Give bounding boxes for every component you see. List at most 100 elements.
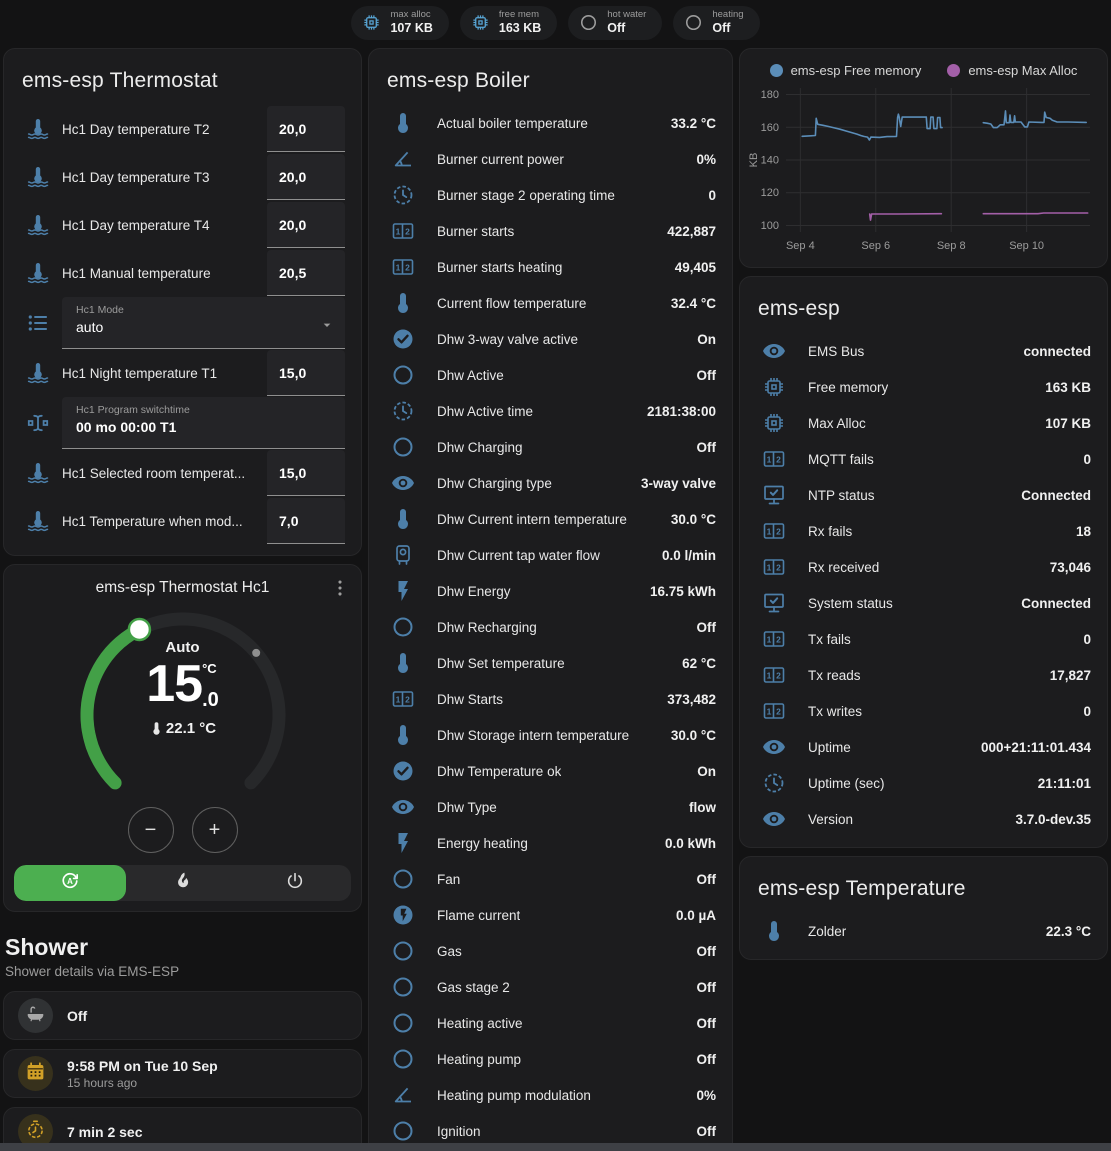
entity-row[interactable]: Dhw Temperature ok On	[385, 753, 716, 789]
svg-text:1: 1	[396, 227, 401, 237]
entity-row[interactable]: Actual boiler temperature 33.2 °C	[385, 105, 716, 141]
entity-row[interactable]: 1 2 Burner starts 422,887	[385, 213, 716, 249]
entity-row[interactable]: Dhw Charging type 3-way valve	[385, 465, 716, 501]
angle-icon	[391, 1083, 415, 1107]
hvac-mode-heat-button[interactable]	[126, 865, 238, 901]
entity-row[interactable]: Max Alloc 107 KB	[756, 405, 1091, 441]
hvac-mode-auto-button[interactable]: A	[14, 865, 127, 901]
icon-badge	[18, 998, 53, 1033]
entity-row[interactable]: Uptime 000+21:11:01.434	[756, 729, 1091, 765]
number-input[interactable]: 15,0	[267, 450, 346, 496]
entity-label: Fan	[437, 871, 461, 887]
svg-text:A: A	[67, 877, 73, 886]
entity-row[interactable]: 1 2 Burner starts heating 49,405	[385, 249, 716, 285]
entity-row[interactable]: Gas Off	[385, 933, 716, 969]
entity-label: Dhw Starts	[437, 691, 504, 707]
entity-label: Zolder	[808, 923, 847, 939]
entity-row[interactable]: Dhw Storage intern temperature 30.0 °C	[385, 717, 716, 753]
entity-label: Burner starts heating	[437, 259, 563, 275]
entity-row[interactable]: Dhw Energy 16.75 kWh	[385, 573, 716, 609]
entity-row[interactable]: 1 2 Tx writes 0	[756, 693, 1091, 729]
svg-text:2: 2	[776, 527, 781, 537]
number-input[interactable]: 20,5	[267, 250, 346, 296]
card-title: ems-esp	[758, 297, 840, 320]
entity-row[interactable]: Dhw Set temperature 62 °C	[385, 645, 716, 681]
entity-row[interactable]: Current flow temperature 32.4 °C	[385, 285, 716, 321]
shower-info-card[interactable]: 9:58 PM on Tue 10 Sep 15 hours ago	[3, 1049, 363, 1098]
hvac-mode-selector: A	[14, 865, 352, 901]
entity-value: Off	[696, 979, 717, 995]
svg-text:Sep 10: Sep 10	[1009, 240, 1044, 252]
entity-row[interactable]: Burner stage 2 operating time 0	[385, 177, 716, 213]
chip-icon	[471, 13, 490, 32]
shower-card-primary: 9:58 PM on Tue 10 Sep	[67, 1057, 218, 1074]
entity-row[interactable]: Dhw 3-way valve active On	[385, 321, 716, 357]
number-input[interactable]: 20,0	[267, 106, 346, 152]
entity-row[interactable]: Ignition Off	[385, 1113, 716, 1149]
number-input[interactable]: 20,0	[267, 154, 346, 200]
entity-row[interactable]: NTP status Connected	[756, 477, 1091, 513]
entity-row[interactable]: Uptime (sec) 21:11:01	[756, 765, 1091, 801]
entity-row[interactable]: Burner current power 0%	[385, 141, 716, 177]
entity-value: Connected	[1021, 595, 1091, 611]
entity-row[interactable]: 1 2 Tx reads 17,827	[756, 657, 1091, 693]
status-pill-max-alloc[interactable]: max alloc 107 KB	[351, 6, 449, 40]
entity-value: Off	[696, 1051, 717, 1067]
hvac-mode-off-button[interactable]	[239, 865, 351, 901]
entity-row[interactable]: Dhw Current intern temperature 30.0 °C	[385, 501, 716, 537]
entity-row[interactable]: 1 2 Rx fails 18	[756, 513, 1091, 549]
entity-row[interactable]: Dhw Charging Off	[385, 429, 716, 465]
entity-row[interactable]: Dhw Recharging Off	[385, 609, 716, 645]
entity-value: 21:11:01	[1037, 775, 1091, 791]
entity-row[interactable]: 1 2 MQTT fails 0	[756, 441, 1091, 477]
temperature-decrease-button[interactable]: −	[127, 807, 174, 853]
entity-row[interactable]: Dhw Active time 2181:38:00	[385, 393, 716, 429]
status-pill-free-mem[interactable]: free mem 163 KB	[459, 6, 558, 40]
entity-row[interactable]: Gas stage 2 Off	[385, 969, 716, 1005]
entity-row[interactable]: Dhw Current tap water flow 0.0 l/min	[385, 537, 716, 573]
entity-row[interactable]: Fan Off	[385, 861, 716, 897]
entity-row[interactable]: Heating active Off	[385, 1005, 716, 1041]
entity-value: 49,405	[674, 259, 717, 275]
memory-history-chart-card[interactable]: ems-esp Free memory ems-esp Max Alloc 100…	[739, 48, 1108, 268]
entity-value: 107 KB	[1045, 415, 1091, 431]
number-input[interactable]: 20,0	[267, 202, 346, 248]
more-options-icon[interactable]	[329, 577, 351, 599]
entity-row[interactable]: Zolder 22.3 °C	[756, 913, 1091, 949]
svg-text:2: 2	[776, 563, 781, 573]
status-pill-hot-water[interactable]: hot water Off	[568, 6, 663, 40]
select-field[interactable]: Hc1 Mode auto	[62, 297, 346, 349]
status-pill-heating[interactable]: heating Off	[673, 6, 760, 40]
entity-row[interactable]: Energy heating 0.0 kWh	[385, 825, 716, 861]
svg-text:1: 1	[396, 695, 401, 705]
entity-row[interactable]: Dhw Type flow	[385, 789, 716, 825]
entity-row[interactable]: 1 2 Rx received 73,046	[756, 549, 1091, 585]
entity-row[interactable]: Flame current 0.0 µA	[385, 897, 716, 933]
shower-info-card[interactable]: Off	[3, 991, 363, 1040]
number-input[interactable]: 7,0	[267, 498, 346, 544]
entity-row[interactable]: Heating pump Off	[385, 1041, 716, 1077]
entity-row[interactable]: Heating pump modulation 0%	[385, 1077, 716, 1113]
number-input[interactable]: 15,0	[267, 350, 346, 396]
entity-row[interactable]: 1 2 Dhw Starts 373,482	[385, 681, 716, 717]
status-pill-bar: max alloc 107 KB free mem 163 KB hot water Of…	[0, 0, 1111, 46]
horizontal-scrollbar[interactable]	[0, 1143, 1111, 1151]
entity-label: Burner starts	[437, 223, 515, 239]
thermometer-water-icon	[26, 165, 50, 189]
setting-row: Hc1 Selected room temperat... 15,0	[20, 449, 346, 497]
svg-text:100: 100	[761, 220, 779, 232]
thermostat-dial[interactable]	[65, 601, 301, 837]
entity-row[interactable]: Version 3.7.0-dev.35	[756, 801, 1091, 837]
entity-row[interactable]: EMS Bus connected	[756, 333, 1091, 369]
entity-row[interactable]: System status Connected	[756, 585, 1091, 621]
entity-row[interactable]: 1 2 Tx fails 0	[756, 621, 1091, 657]
svg-text:2: 2	[776, 635, 781, 645]
entity-row[interactable]: Free memory 163 KB	[756, 369, 1091, 405]
entity-label: EMS Bus	[808, 343, 865, 359]
eye-icon	[762, 807, 786, 831]
calendar-icon	[25, 1061, 46, 1087]
text-field[interactable]: Hc1 Program switchtime 00 mo 00:00 T1	[62, 397, 346, 449]
temperature-increase-button[interactable]: +	[191, 807, 238, 853]
entity-value: 0	[1083, 631, 1091, 647]
entity-row[interactable]: Dhw Active Off	[385, 357, 716, 393]
